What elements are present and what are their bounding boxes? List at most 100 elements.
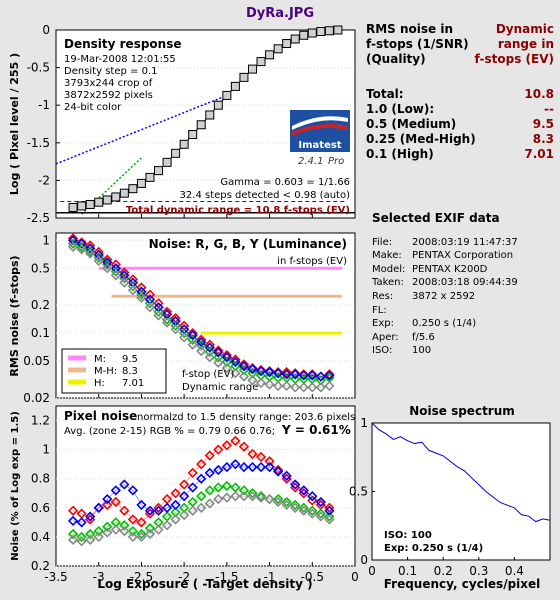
pixel-noise-point-y xyxy=(264,493,275,505)
pixel-noise-point-y xyxy=(127,531,139,543)
pixel-noise-point-g xyxy=(298,502,309,513)
noise-point-b xyxy=(67,235,79,246)
pixel-noise-point-g xyxy=(213,482,224,493)
noise-point-r xyxy=(213,345,224,356)
pixel-noise-point-g xyxy=(221,480,232,492)
pixel-noise-point-b xyxy=(76,517,87,528)
pixel-noise-point-g xyxy=(127,525,139,537)
pixel-noise-point-b xyxy=(315,496,326,508)
pixel-noise-point-g xyxy=(272,493,284,505)
legend-label: H: xyxy=(94,378,105,389)
exif-key: Exp: xyxy=(372,318,394,330)
y-tick-label: 0.1 xyxy=(31,326,50,340)
exif-line: Res: 3872 x 2592 xyxy=(372,290,518,304)
noise-point-y xyxy=(67,241,79,253)
result-row-med-high: 0.25 (Med-High) 8.3 xyxy=(366,132,554,147)
y-tick-label: 1 xyxy=(42,443,50,457)
pixel-noise-point-r xyxy=(170,488,181,499)
pixel-noise-point-b xyxy=(290,479,301,490)
pixel-noise-point-b xyxy=(196,473,207,484)
result-label: 0.1 (High) xyxy=(366,147,434,161)
pixel-noise-point-r xyxy=(153,502,164,513)
y-tick-label: -2.5 xyxy=(27,211,50,225)
pixel-noise-point-y xyxy=(110,524,121,535)
pixel-noise-title: Pixel noise xyxy=(64,409,137,423)
pixel-noise-point-g xyxy=(290,499,301,511)
noise-point-y xyxy=(187,339,198,350)
noise-point-b xyxy=(324,370,335,381)
exif-line: Exp: 0.250 s (1/4) xyxy=(372,317,518,331)
exif-key: Make: xyxy=(372,250,402,262)
density-step-marker xyxy=(119,188,129,198)
density-step-marker xyxy=(162,157,172,167)
noise-point-y xyxy=(127,285,139,296)
y-tick-label: 0.05 xyxy=(23,354,50,368)
legend-value: 8.3 xyxy=(122,366,138,377)
noise-point-b xyxy=(307,370,318,381)
exif-value: 0.250 s (1/4) xyxy=(412,318,477,330)
pixel-noise-point-g xyxy=(255,491,267,502)
density-step-marker xyxy=(94,197,104,207)
pixel-noise-point-b xyxy=(247,461,258,473)
noise-point-g xyxy=(204,346,215,357)
density-step-marker xyxy=(265,50,275,60)
pixel-noise-point-y xyxy=(144,528,156,540)
pixel-noise-point-b xyxy=(179,491,190,502)
legend-note: Dynamic range xyxy=(182,382,258,393)
pixel-noise-point-y xyxy=(213,493,224,505)
density-step-marker xyxy=(324,26,334,36)
y-tick-label: -1 xyxy=(38,98,50,112)
result-value: 9.5 xyxy=(532,117,554,131)
noise-point-r xyxy=(298,369,309,380)
pixel-noise-point-b xyxy=(281,470,292,481)
exif-line: FL: xyxy=(372,304,518,318)
noise-point-b xyxy=(76,238,87,249)
noise-point-y xyxy=(204,352,215,363)
pixel-noise-point-g xyxy=(315,508,326,519)
pixel-noise-point-y xyxy=(204,498,215,509)
x-tick-label: 0 xyxy=(368,564,376,578)
exif-value: 100 xyxy=(412,345,432,357)
noise-point-y xyxy=(221,362,232,374)
pixel-noise-point-y xyxy=(315,511,326,522)
pixel-noise-point-b xyxy=(85,511,96,522)
y-tick-label: 0.02 xyxy=(23,391,50,405)
density-step-marker xyxy=(205,110,215,120)
pixel-noise-point-b xyxy=(238,461,250,473)
pixel-noise-point-r xyxy=(247,448,258,460)
noise-point-b xyxy=(85,243,96,254)
y-tick-label: -1.5 xyxy=(27,136,50,150)
x-tick-label: -3 xyxy=(93,570,105,584)
noise-point-y xyxy=(238,371,250,382)
y-tick-label: 0.2 xyxy=(31,298,50,312)
x-tick-label: 0.1 xyxy=(398,564,417,578)
y-tick-label: 0 xyxy=(42,23,50,37)
noise-point-b xyxy=(290,369,301,380)
pixel-noise-point-b xyxy=(102,493,113,505)
pixel-noise-point-g xyxy=(144,523,156,534)
pixel-noise-point-g xyxy=(102,521,113,532)
noise-point-b xyxy=(298,370,309,381)
pixel-noise-point-y xyxy=(170,514,181,525)
window-title: DyRa.JPG xyxy=(246,6,314,21)
noise-point-y xyxy=(247,375,258,386)
y-tick-label: 0.6 xyxy=(31,501,50,515)
pixel-noise-line xyxy=(73,495,330,542)
noise-point-y xyxy=(179,332,190,343)
pixel-noise-point-y xyxy=(153,524,164,535)
pixel-noise-point-g xyxy=(93,525,104,537)
noise-series-line xyxy=(73,246,330,388)
density-step-marker xyxy=(222,90,232,100)
pixel-noise-point-g xyxy=(247,488,258,499)
noise-point-b xyxy=(187,330,198,341)
noise-point-b xyxy=(136,286,147,297)
y-tick-label: 0.5 xyxy=(31,261,50,275)
y-tick-label: 0.2 xyxy=(31,559,50,573)
spectrum-iso: ISO: 100 xyxy=(384,530,432,541)
pixel-noise-point-y xyxy=(221,492,232,503)
exif-key: Res: xyxy=(372,290,394,302)
steps-text: 32.4 steps detected < 0.98 (auto) xyxy=(180,190,351,201)
noise-point-r xyxy=(221,349,232,361)
pixel-noise-point-r xyxy=(272,464,284,476)
logo-swoosh xyxy=(292,124,348,136)
